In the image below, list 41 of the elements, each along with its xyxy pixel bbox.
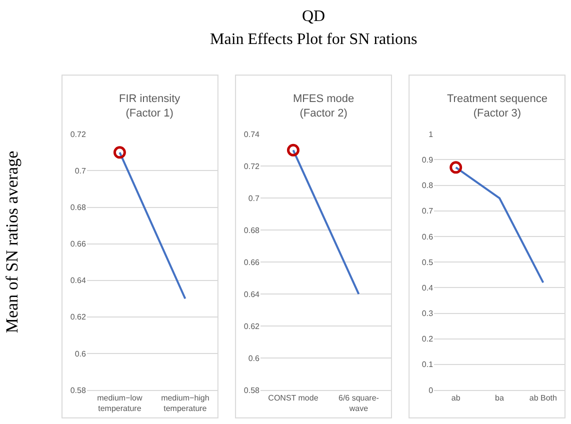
x-tick-label: ab Both <box>529 394 557 403</box>
chart-title: Treatment sequence (Factor 3) <box>447 93 548 120</box>
y-tick-label: 0.9 <box>422 156 434 165</box>
y-tick-label: 0.2 <box>422 334 434 344</box>
y-tick-label: 0.1 <box>422 360 434 370</box>
x-tick-label: ab <box>451 394 461 403</box>
y-tick-label: 0.66 <box>70 240 86 249</box>
x-tick-label: medium−high temperature <box>161 394 210 413</box>
y-tick-label: 0.3 <box>422 309 434 318</box>
y-tick-label: 0.68 <box>244 226 260 235</box>
text: QD <box>302 8 326 25</box>
y-tick-label: 0.6 <box>248 354 260 363</box>
x-tick-label: CONST mode <box>268 394 319 403</box>
y-tick-label: 0.7 <box>248 194 260 203</box>
x-tick-label: 6/6 square-wave <box>338 394 380 413</box>
x-tick-label: medium−low temperature <box>97 394 142 413</box>
y-tick-label: 0.58 <box>244 386 260 395</box>
y-tick-label: 0.62 <box>244 322 260 331</box>
y-tick-label: 0.8 <box>422 181 434 190</box>
y-tick-label: 0.7 <box>74 166 86 176</box>
chart-title: MFES mode (Factor 2) <box>293 93 354 120</box>
y-tick-label: 0.72 <box>70 130 86 139</box>
y-axis-title: Mean of SN ratios average <box>2 150 22 334</box>
y-tick-label: 0.68 <box>70 203 86 212</box>
y-tick-label: 0.5 <box>422 258 434 267</box>
y-tick-label: 0.7 <box>422 206 434 216</box>
y-tick-label: 0.74 <box>244 130 260 139</box>
y-tick-label: 0.58 <box>70 386 86 395</box>
y-tick-label: 0.72 <box>244 162 260 171</box>
chart-title: FIR intensity (Factor 1) <box>119 93 181 120</box>
y-tick-label: 0.6 <box>422 232 434 242</box>
y-tick-label: 0.66 <box>244 258 260 267</box>
x-tick-label: ba <box>495 394 505 403</box>
y-tick-label: 0.64 <box>70 276 86 286</box>
y-tick-label: 0.4 <box>422 283 434 292</box>
y-tick-label: 0 <box>428 386 434 395</box>
y-tick-label: 1 <box>428 130 434 139</box>
y-tick-label: 0.6 <box>74 349 86 358</box>
y-tick-label: 0.64 <box>244 290 260 299</box>
y-tick-label: 0.62 <box>70 312 86 322</box>
text: Main Effects Plot for SN rations <box>210 31 418 48</box>
